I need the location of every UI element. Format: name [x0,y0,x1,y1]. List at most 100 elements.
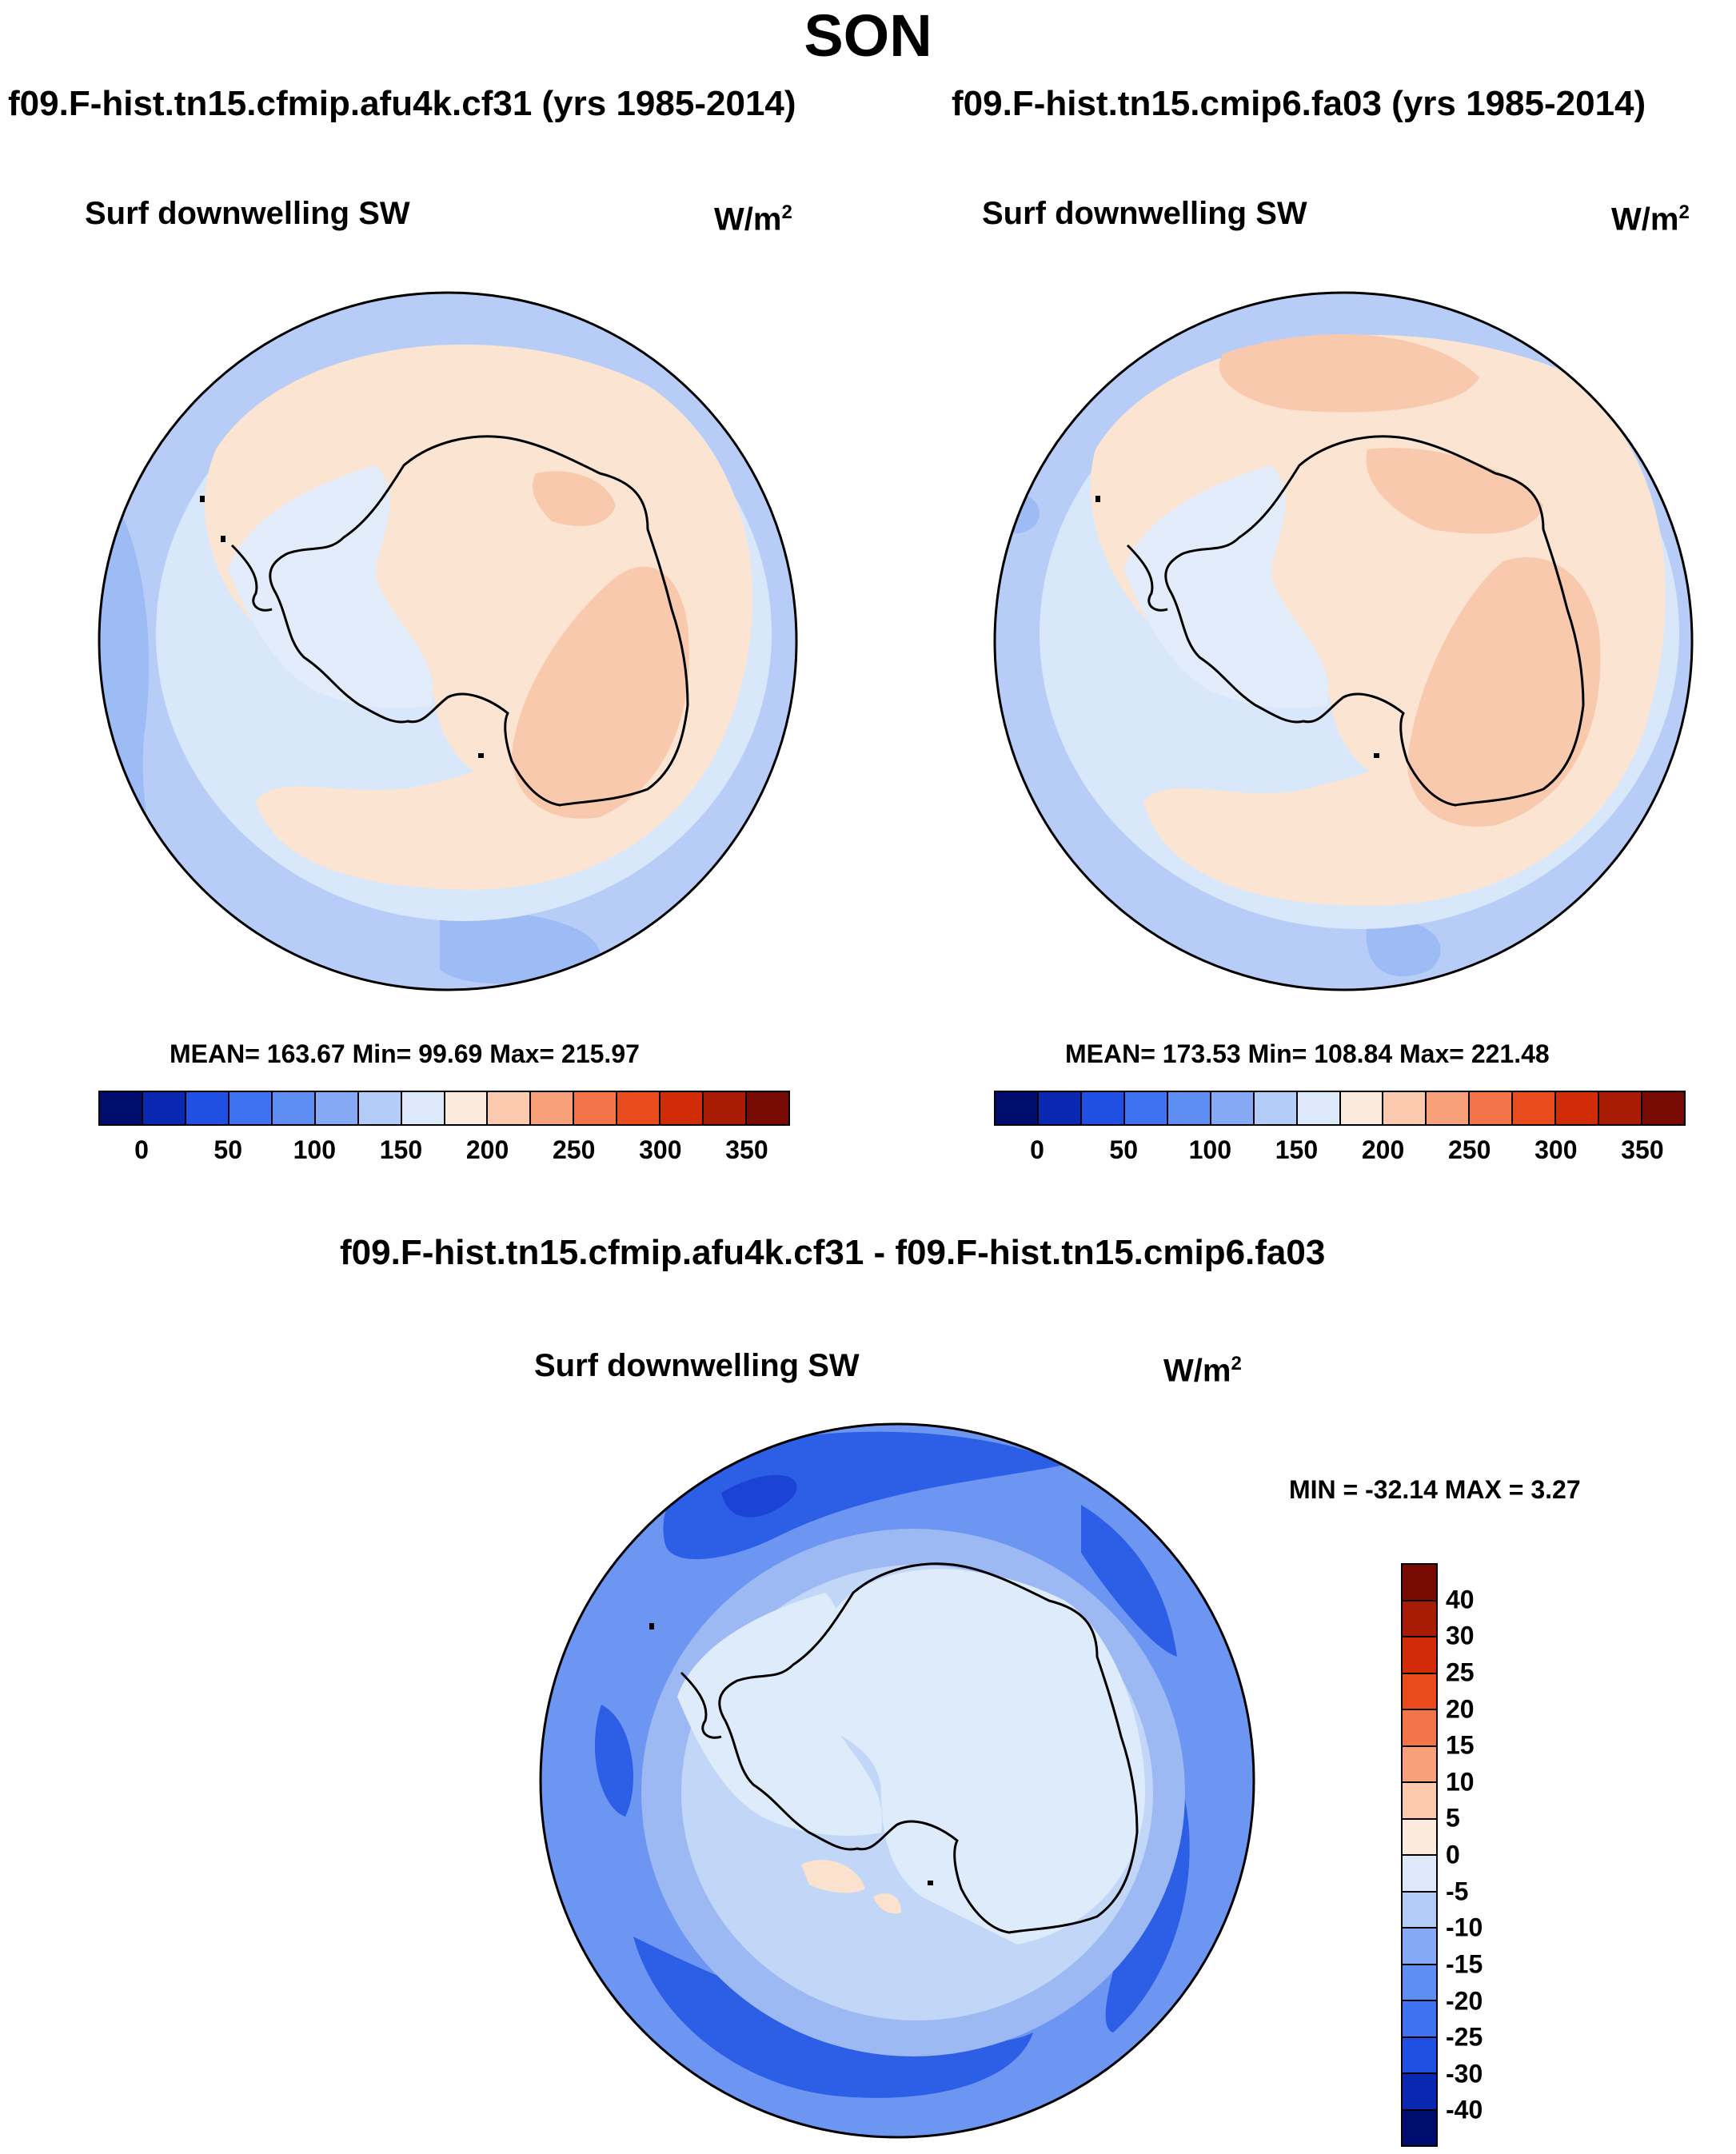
colorbar-segment [1254,1092,1298,1124]
diff-map-border [539,1422,1255,2139]
colorbar-segment [315,1092,359,1124]
panel2-polar-map [993,291,1694,991]
panel2-east-warm [1407,556,1601,827]
colorbar-segment [142,1092,186,1124]
diff-units: W/m2 [1163,1353,1242,1389]
colorbar-segment [1297,1092,1341,1124]
colorbar-tick-label: -40 [1446,2095,1483,2124]
panel1-stats: MEAN= 163.67 Min= 99.69 Max= 215.97 [170,1039,640,1068]
colorbar-tick-label: -25 [1446,2022,1483,2052]
colorbar-tick-label: -20 [1446,1986,1483,2015]
colorbar-segment [704,1092,748,1124]
diff-dark-band-west [594,1705,633,1817]
colorbar-segment [1403,1819,1436,1856]
diff-island-2 [928,1881,933,1885]
colorbar-segment [1403,1929,1436,1965]
colorbar-segment [1403,2110,1436,2145]
colorbar-segment [1403,1637,1436,1674]
colorbar-tick-label: 15 [1446,1730,1475,1760]
colorbar-tick-label: 5 [1446,1803,1460,1833]
colorbar-segment [1403,1746,1436,1783]
colorbar-segment [1383,1092,1427,1124]
diff-polar-map [539,1422,1255,2139]
colorbar-segment [1038,1092,1082,1124]
diff-positive-patch-2 [873,1893,901,1914]
panel2-stats: MEAN= 173.53 Min= 108.84 Max= 221.48 [1065,1039,1550,1068]
colorbar-tick-label: 250 [1447,1135,1491,1164]
colorbar-tick-label: 50 [214,1135,242,1164]
colorbar-tick-label: 50 [1109,1135,1138,1164]
panel2-variable-title: Surf downwelling SW [982,196,1307,231]
colorbar-segment [1403,1965,1436,2001]
diff-peninsula [680,1671,722,1739]
colorbar-tick-label: 20 [1446,1694,1475,1723]
colorbar-segment [1403,1565,1436,1602]
colorbar-tick-label: 10 [1446,1767,1475,1797]
panel1-island-1 [221,536,225,542]
colorbar-tick-label: 300 [639,1135,682,1164]
panel1-coastline [269,435,689,807]
colorbar-segment [1513,1092,1557,1124]
panel2-island-1 [1095,496,1100,502]
colorbar-segment [1470,1092,1514,1124]
colorbar-segment [1403,1892,1436,1929]
panel1-units: W/m2 [714,201,792,237]
panel2-north-warm-band [1219,334,1479,413]
colorbar-segment [1403,1673,1436,1710]
diff-darkest-north [721,1474,797,1518]
panel1-map-border [98,291,798,991]
colorbar-segment [100,1092,143,1124]
colorbar-tick-label: 150 [1275,1135,1319,1164]
panel1-west-ice [228,465,433,708]
panel2-units-base: W/m [1611,201,1679,237]
panel1-island-3 [478,753,484,758]
colorbar-tick-label: 200 [1361,1135,1405,1164]
colorbar-segment [1081,1092,1125,1124]
panel2-colorbar [994,1091,1686,1126]
page-title: SON [804,2,932,69]
colorbar-segment [488,1092,532,1124]
panel2-west-ice [1123,465,1329,708]
colorbar-segment [1599,1092,1643,1124]
colorbar-segment [747,1092,788,1124]
panel1-colorbar [98,1091,790,1126]
colorbar-tick-label: 100 [293,1135,337,1164]
panel1-ocean-low-south [440,911,601,984]
colorbar-tick-label: -30 [1446,2059,1483,2088]
diff-coastline [718,1562,1139,1934]
diff-dark-band-east [1081,1505,1177,1657]
colorbar-segment [1124,1092,1168,1124]
colorbar-segment [1427,1092,1471,1124]
colorbar-tick-label: 350 [1621,1135,1664,1164]
colorbar-tick-label: 350 [725,1135,768,1164]
diff-case-title: f09.F-hist.tn15.cfmip.afu4k.cf31 - f09.F… [340,1233,1326,1272]
colorbar-segment [996,1092,1039,1124]
colorbar-segment [617,1092,661,1124]
colorbar-tick-label: 30 [1446,1621,1475,1650]
colorbar-tick-label: 0 [1446,1840,1460,1869]
colorbar-tick-label: 200 [465,1135,509,1164]
panel1-island-2 [200,496,205,502]
panel2-case-title: f09.F-hist.tn15.cmip6.fa03 (yrs 1985-201… [952,84,1646,123]
diff-island-1 [649,1623,654,1629]
colorbar-segment [358,1092,402,1124]
diff-colorbar [1401,1563,1438,2147]
colorbar-segment [531,1092,575,1124]
colorbar-segment [1403,2001,1436,2038]
colorbar-tick-label: 40 [1446,1585,1475,1614]
colorbar-segment [1340,1092,1384,1124]
colorbar-segment [1211,1092,1255,1124]
colorbar-tick-label: -15 [1446,1949,1483,1979]
colorbar-tick-label: -5 [1446,1877,1469,1906]
diff-dark-band-north [663,1431,1065,1560]
panel2-peninsula [1126,544,1168,612]
panel2-coastline [1164,435,1585,807]
diff-continent [802,1569,1145,1945]
colorbar-tick-label: 25 [1446,1657,1475,1687]
panel2-island-2 [1374,753,1379,758]
colorbar-segment [1403,2037,1436,2074]
panel1-case-title: f09.F-hist.tn15.cfmip.afu4k.cf31 (yrs 19… [8,84,796,123]
colorbar-segment [574,1092,618,1124]
colorbar-segment [229,1092,273,1124]
colorbar-segment [272,1092,316,1124]
